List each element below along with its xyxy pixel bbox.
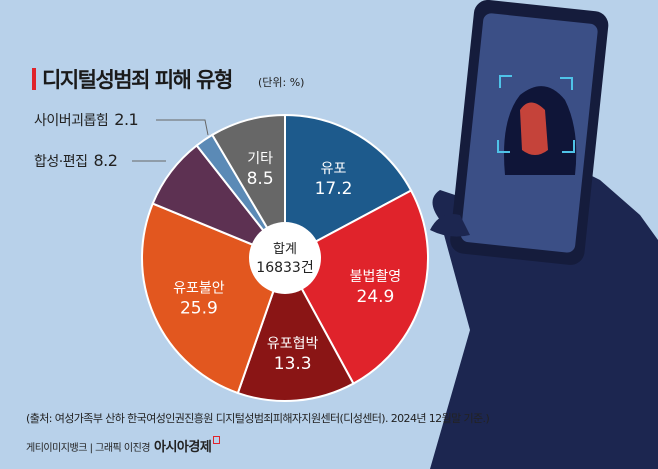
slice-value: 17.2	[315, 179, 353, 199]
brand-logo: 아시아경제	[154, 440, 212, 455]
woman-face	[520, 102, 548, 155]
thumb	[430, 214, 470, 237]
label-value: 2.1	[114, 110, 139, 129]
slice-label: 불법촬영	[350, 269, 402, 285]
pie-chart: 유포 17.2 불법촬영 24.9 유포협박 13.3 유포불안 25.9 기타 8.5 합계 168…	[141, 113, 429, 402]
pie-slice-2	[236, 255, 355, 402]
label-value: 8.2	[93, 151, 118, 170]
slice-value: 25.9	[180, 299, 218, 319]
external-label-synth: 합성·편집 8.2	[34, 151, 118, 171]
brand-mark-icon	[213, 436, 221, 444]
face-detect-frame-icon	[497, 75, 575, 153]
chart-title: 디지털성범죄 피해 유형	[42, 68, 233, 92]
external-label-cyber: 사이버괴롭힘 2.1	[34, 110, 139, 130]
center-label: 합계	[273, 242, 297, 257]
pie-slice-0	[284, 113, 413, 260]
slice-value: 24.9	[357, 287, 395, 307]
pie-slice-1	[283, 189, 429, 385]
slice-label: 기타	[247, 151, 273, 167]
pie-slice-6	[210, 113, 286, 262]
slice-label: 유포불안	[173, 281, 225, 297]
credit-line: 게티이미지뱅크 | 그래픽 이진경 아시아경제	[26, 436, 221, 455]
center-hole	[249, 222, 321, 294]
slice-label: 유포	[321, 161, 347, 177]
leader-line-cyber	[156, 119, 209, 136]
label-text: 합성·편집	[34, 154, 88, 170]
slice-value: 8.5	[247, 169, 274, 189]
pie-slice-3	[141, 202, 287, 395]
label-text: 사이버괴롭힘	[34, 113, 109, 129]
source-note: (출처: 여성가족부 산하 한국여성인권진흥원 디지털성범죄피해자지원센터(디성…	[26, 412, 490, 425]
credit-text: 게티이미지뱅크 | 그래픽 이진경	[26, 443, 151, 454]
center-value: 16833건	[256, 260, 313, 276]
slice-label: 유포협박	[267, 336, 319, 352]
slice-value: 13.3	[274, 354, 312, 374]
title-accent-bar	[32, 68, 36, 90]
unit-label: (단위: %)	[258, 76, 305, 89]
